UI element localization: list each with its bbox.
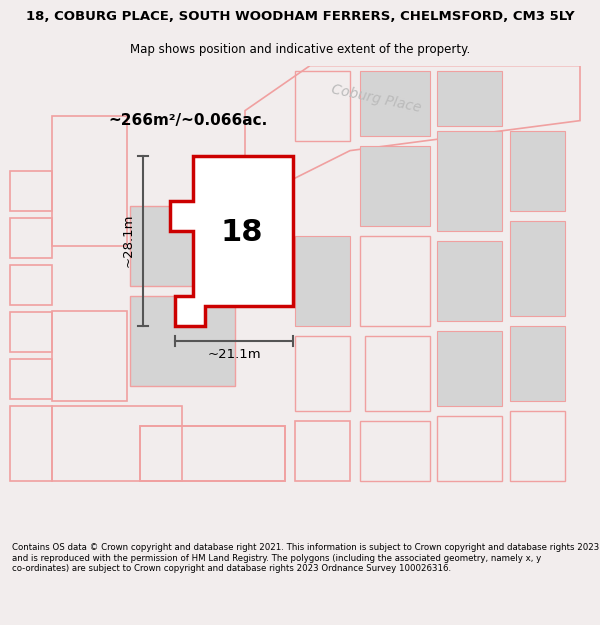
Bar <box>140 426 285 481</box>
Bar <box>10 171 52 211</box>
Bar <box>510 221 565 316</box>
Bar <box>10 217 52 258</box>
Text: Map shows position and indicative extent of the property.: Map shows position and indicative extent… <box>130 42 470 56</box>
Bar <box>295 71 350 141</box>
Text: ~28.1m: ~28.1m <box>122 214 135 268</box>
Bar <box>130 296 235 386</box>
Bar <box>360 421 430 481</box>
Bar <box>365 336 430 411</box>
Bar <box>437 331 502 406</box>
Text: ~266m²/~0.066ac.: ~266m²/~0.066ac. <box>108 113 267 128</box>
Text: Coburg Place: Coburg Place <box>330 82 422 115</box>
Bar <box>360 71 430 136</box>
Bar <box>437 416 502 481</box>
Text: 18, COBURG PLACE, SOUTH WOODHAM FERRERS, CHELMSFORD, CM3 5LY: 18, COBURG PLACE, SOUTH WOODHAM FERRERS,… <box>26 10 574 23</box>
Bar <box>295 336 350 411</box>
Bar <box>130 206 235 286</box>
Bar <box>437 131 502 231</box>
Bar <box>295 236 350 326</box>
Polygon shape <box>170 156 293 326</box>
Bar <box>437 241 502 321</box>
Bar <box>510 131 565 211</box>
Bar <box>360 236 430 326</box>
Bar <box>10 312 52 352</box>
Bar <box>52 311 127 401</box>
Bar <box>10 406 52 481</box>
Bar <box>510 326 565 401</box>
Bar <box>10 359 52 399</box>
Bar <box>437 71 502 126</box>
Bar <box>360 146 430 226</box>
Text: ~21.1m: ~21.1m <box>207 348 261 361</box>
Bar <box>140 426 285 481</box>
Text: 18: 18 <box>221 218 263 247</box>
Text: Contains OS data © Crown copyright and database right 2021. This information is : Contains OS data © Crown copyright and d… <box>12 543 599 573</box>
Bar <box>52 116 127 246</box>
Bar <box>510 411 565 481</box>
Bar <box>10 264 52 304</box>
Bar <box>295 421 350 481</box>
Bar <box>52 406 182 481</box>
